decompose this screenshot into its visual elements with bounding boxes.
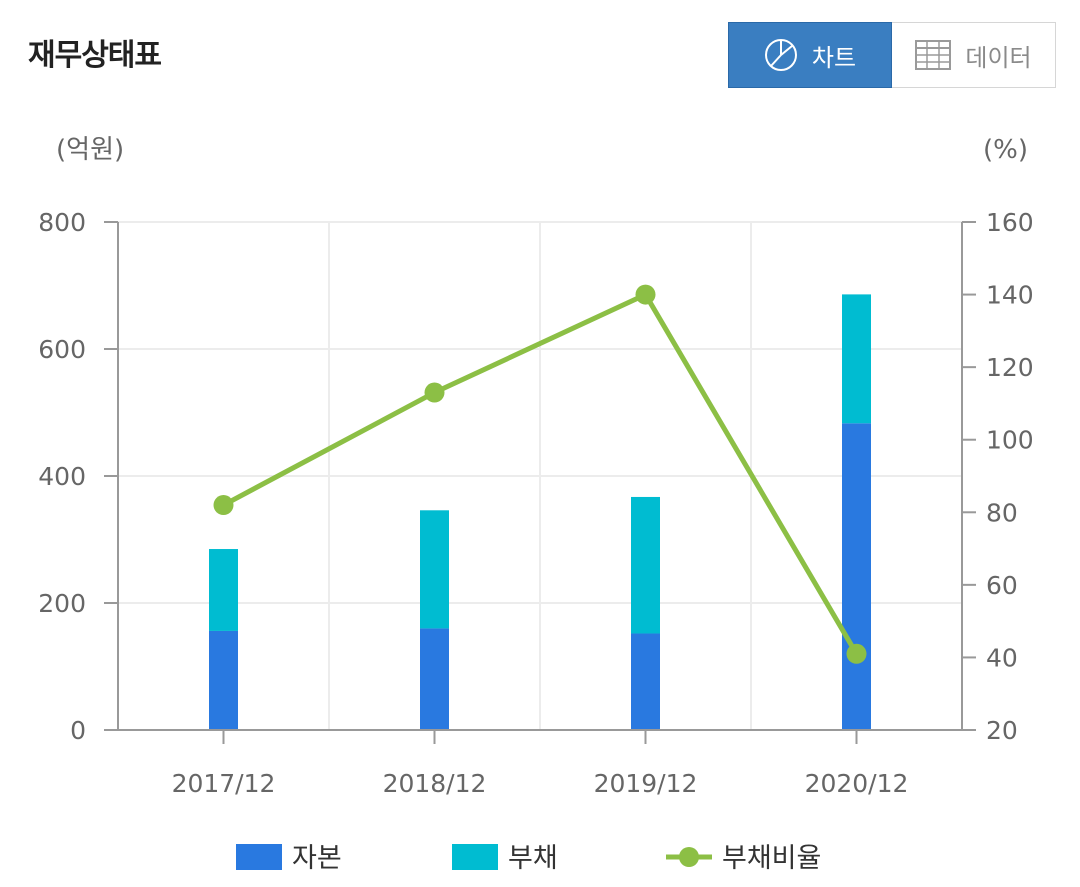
ratio-point [424, 382, 445, 403]
table-icon [915, 40, 952, 70]
legend-ratio-marker [679, 847, 699, 867]
chart-view-button[interactable]: 차트 [728, 22, 892, 88]
right-axis-tick-label: 60 [986, 571, 1018, 600]
left-axis-tick-label: 200 [38, 589, 86, 618]
pie-chart-icon [764, 38, 798, 72]
left-axis-tick-label: 600 [38, 335, 86, 364]
view-toggle: 차트 데이터 [728, 22, 1056, 88]
right-axis-unit: (%) [983, 135, 1028, 165]
data-view-label: 데이터 [965, 43, 1032, 72]
right-axis-tick-label: 120 [986, 353, 1034, 382]
x-axis-tick-label: 2020/12 [805, 769, 909, 798]
left-axis-tick-label: 400 [38, 462, 86, 491]
legend-capital-label: 자본 [292, 843, 342, 874]
bar-capital [420, 628, 449, 730]
left-axis-tick-label: 0 [70, 716, 86, 745]
ratio-point [635, 284, 656, 305]
legend-capital-swatch [236, 844, 282, 870]
data-view-button[interactable]: 데이터 [892, 22, 1056, 88]
ratio-line [222, 292, 859, 656]
x-axis-tick-label: 2017/12 [172, 769, 276, 798]
legend-ratio-label: 부채비율 [722, 843, 821, 874]
bar-capital [209, 630, 238, 730]
ratio-point [846, 643, 867, 664]
right-axis-tick-label: 20 [986, 716, 1018, 745]
right-axis-tick-label: 40 [986, 643, 1018, 672]
bar-capital [842, 423, 871, 730]
left-axis-unit: (억원) [56, 135, 124, 165]
left-axis-tick-label: 800 [38, 208, 86, 237]
bar-liabilities [209, 549, 238, 631]
right-axis-tick-label: 140 [986, 281, 1034, 310]
right-axis-tick-label: 80 [986, 498, 1018, 527]
bar-liabilities [842, 294, 871, 424]
x-axis-tick-label: 2019/12 [594, 769, 698, 798]
x-axis-tick-label: 2018/12 [383, 769, 487, 798]
page-title: 재무상태표 [28, 38, 162, 73]
bar-liabilities [420, 510, 449, 629]
bar-capital [631, 633, 660, 730]
right-axis-tick-label: 100 [986, 426, 1034, 455]
ratio-point [213, 495, 234, 516]
chart-view-label: 차트 [811, 43, 857, 72]
right-axis-tick-label: 160 [986, 208, 1034, 237]
legend-liabilities-label: 부채 [508, 843, 558, 874]
legend-liabilities-swatch [452, 844, 498, 870]
bar-liabilities [631, 496, 660, 634]
